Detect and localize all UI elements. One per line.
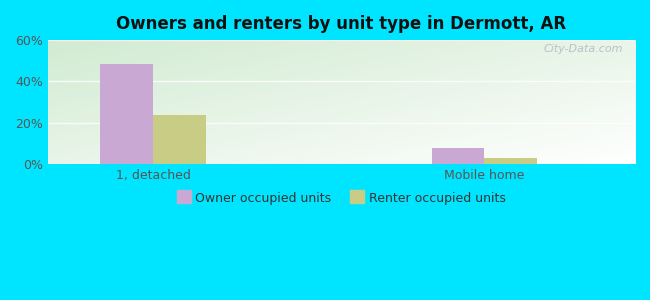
Bar — [484, 158, 537, 164]
Bar — [101, 64, 153, 164]
Text: City-Data.com: City-Data.com — [544, 44, 623, 54]
Bar — [153, 115, 206, 164]
Legend: Owner occupied units, Renter occupied units: Owner occupied units, Renter occupied un… — [172, 187, 511, 210]
Bar — [432, 148, 484, 164]
Title: Owners and renters by unit type in Dermott, AR: Owners and renters by unit type in Dermo… — [116, 15, 566, 33]
